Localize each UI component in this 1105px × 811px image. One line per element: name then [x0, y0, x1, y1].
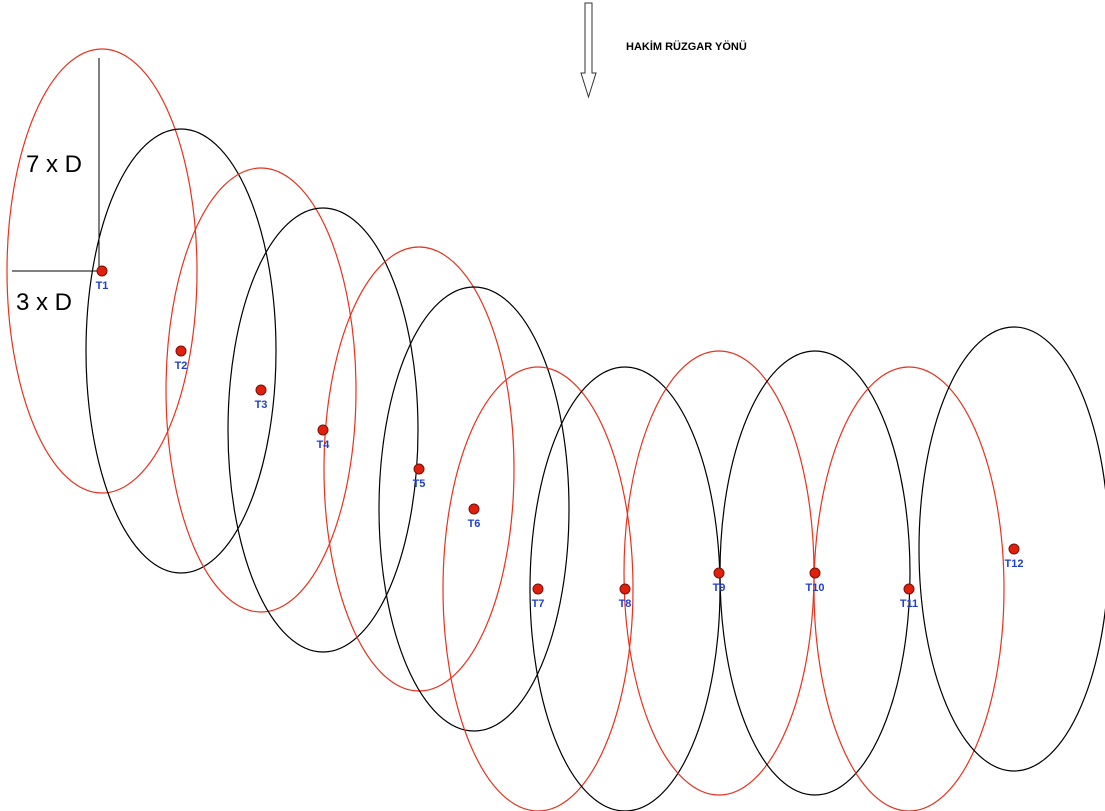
wake-ellipses	[6, 48, 1105, 811]
vertical-dimension-label: 7 x D	[26, 151, 82, 178]
wake-ellipse-t12	[918, 326, 1105, 772]
turbine-label-t4: T4	[317, 439, 331, 451]
turbine-marker-t11	[903, 583, 915, 595]
turbine-marker-t9	[713, 567, 725, 579]
turbine-marker-t6	[468, 503, 480, 515]
turbine-label-t11: T11	[900, 598, 918, 610]
turbine-marker-t3	[255, 384, 267, 396]
horizontal-dimension-label: 3 x D	[16, 289, 72, 316]
turbine-marker-t5	[413, 463, 425, 475]
down-arrow-icon	[580, 2, 597, 99]
turbine-label-t10: T10	[806, 582, 825, 594]
wake-ellipse-t3	[165, 167, 357, 613]
turbine-label-t1: T1	[96, 280, 109, 292]
wind-direction-indicator: HAKİM RÜZGAR YÖNÜ	[580, 2, 747, 99]
turbine-marker-t7	[532, 583, 544, 595]
wake-ellipse-t6	[378, 286, 570, 732]
turbine-marker-t12	[1008, 543, 1020, 555]
wake-ellipse-t2	[85, 128, 277, 574]
turbine-marker-t8	[619, 583, 631, 595]
turbine-label-t7: T7	[532, 598, 545, 610]
turbine-label-t12: T12	[1005, 558, 1024, 570]
turbines: T1 T2 T3 T4 T5 T6 T7 T8 T9 T10 T11 T12	[96, 265, 1024, 610]
turbine-marker-t2	[175, 345, 187, 357]
turbine-label-t5: T5	[413, 478, 426, 490]
wake-ellipse-t1	[6, 48, 198, 494]
dimension-annotation: 7 x D 3 x D	[12, 58, 102, 316]
wake-ellipse-t4	[227, 207, 419, 653]
turbine-label-t8: T8	[619, 598, 632, 610]
turbine-marker-t10	[809, 567, 821, 579]
turbine-label-t3: T3	[255, 399, 268, 411]
turbine-marker-t4	[317, 424, 329, 436]
turbine-label-t6: T6	[468, 518, 481, 530]
turbine-label-t2: T2	[175, 360, 188, 372]
wake-ellipse-t11	[813, 366, 1005, 811]
turbine-marker-t1	[96, 265, 108, 277]
wind-direction-label: HAKİM RÜZGAR YÖNÜ	[626, 40, 747, 53]
wake-ellipse-t7	[442, 366, 634, 811]
turbine-label-t9: T9	[713, 582, 726, 594]
